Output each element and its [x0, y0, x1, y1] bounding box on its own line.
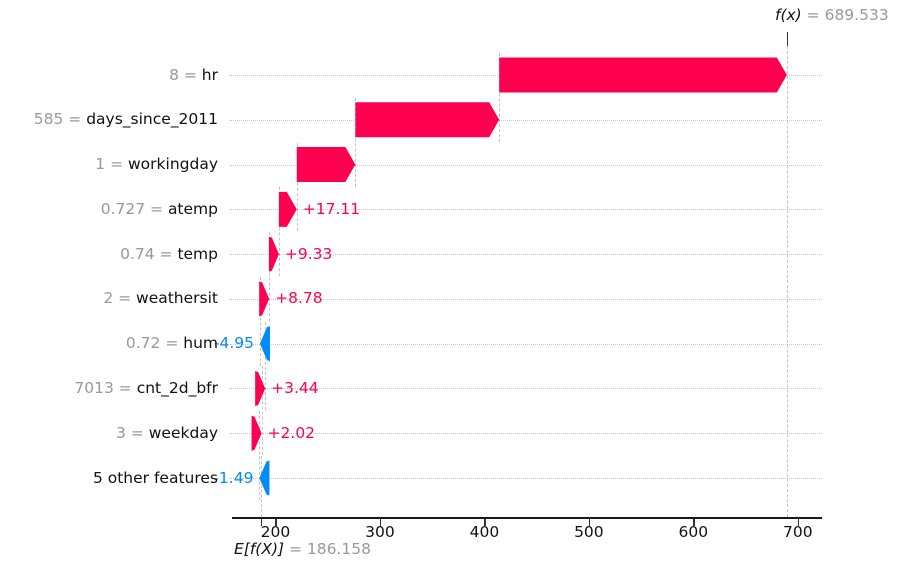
feature-name: temp: [177, 244, 218, 263]
step-connector-line: [259, 276, 261, 366]
x-tick-mark: [693, 518, 695, 526]
row-gridline: [230, 343, 822, 345]
feature-name: cnt_2d_bfr: [136, 378, 218, 397]
feature-value: 585 =: [33, 110, 87, 129]
step-connector-line: [296, 142, 298, 232]
step-connector-line: [259, 411, 261, 500]
feature-value: 3 =: [116, 423, 149, 442]
fx-label: f(x): [775, 6, 802, 24]
feature-value: 1 =: [95, 155, 128, 174]
fx-dashed-line: [786, 46, 788, 517]
feature-value: 8 =: [169, 65, 202, 84]
row-gridline: [230, 388, 822, 390]
x-tick-mark: [797, 518, 800, 526]
step-connector-line: [265, 321, 267, 411]
feature-name: workingday: [128, 155, 218, 174]
row-gridline: [230, 164, 822, 166]
feature-name: weekday: [148, 423, 218, 442]
feature-label: 5 other features: [93, 468, 218, 489]
feature-label: 2 = weathersit: [103, 288, 218, 309]
feature-name: days_since_2011: [86, 110, 218, 129]
step-connector-line: [261, 366, 263, 456]
fx-tick-mark: [787, 32, 789, 46]
x-tick-mark: [379, 518, 382, 526]
feature-label: 0.727 = atemp: [101, 199, 218, 220]
ef-value: = 186.158: [289, 540, 372, 558]
x-tick-label: 600: [678, 523, 709, 541]
feature-value: 0.72 =: [125, 334, 184, 353]
x-tick-label: 700: [783, 523, 813, 541]
feature-value: 2 =: [103, 289, 137, 308]
bar-value-label: -1.49: [213, 468, 254, 487]
feature-label: 0.72 = hum: [126, 333, 218, 354]
feature-label: 585 = days_since_2011: [34, 109, 218, 130]
row-gridline: [230, 119, 822, 121]
feature-name: atemp: [167, 199, 218, 218]
x-tick-label: 500: [574, 523, 604, 541]
feature-label: 8 = hr: [169, 65, 218, 86]
bar-value-label: +3.44: [271, 378, 319, 397]
x-tick-label: 200: [260, 523, 291, 541]
feature-label: 1 = workingday: [95, 154, 218, 175]
step-connector-line: [499, 53, 501, 142]
feature-value: 0.74 =: [120, 244, 178, 263]
feature-label: 3 = weekday: [116, 423, 218, 444]
x-tick-mark: [275, 518, 277, 526]
step-connector-line: [278, 187, 280, 277]
row-gridline: [230, 298, 822, 300]
feature-value: 7013 =: [74, 378, 137, 397]
bar-value-label: -4.95: [213, 334, 254, 353]
bar-value-label: +8.78: [275, 289, 323, 308]
bar-value-label: +2.02: [267, 423, 316, 442]
x-tick-mark: [588, 518, 591, 526]
step-connector-line: [355, 97, 357, 187]
ef-annotation: E[f(X)] = 186.158: [234, 539, 371, 560]
row-gridline: [230, 478, 822, 480]
x-axis-line: [232, 517, 822, 519]
feature-value: 0.727 =: [100, 199, 168, 218]
feature-name: hr: [201, 65, 218, 84]
row-gridline: [230, 209, 822, 211]
feature-name: 5 other features: [92, 468, 218, 487]
feature-label: 7013 = cnt_2d_bfr: [74, 378, 218, 399]
x-tick-label: 300: [365, 523, 395, 541]
bar-value-label: +17.11: [302, 199, 361, 218]
feature-label: 0.74 = temp: [120, 244, 218, 265]
bar-value-label: +9.33: [284, 244, 333, 263]
feature-name: weathersit: [136, 289, 218, 308]
base-value-tick-mark: [261, 518, 263, 526]
row-gridline: [230, 433, 822, 435]
fx-value: = 689.533: [806, 6, 889, 24]
row-gridline: [230, 254, 822, 256]
bar-value-label: +56.09: [297, 155, 355, 174]
x-tick-mark: [484, 518, 486, 526]
fx-annotation: f(x) = 689.533: [775, 5, 889, 26]
x-tick-label: 400: [469, 523, 500, 541]
bar-value-label: +275.38: [609, 65, 677, 84]
ef-label: E[f(X)]: [234, 540, 285, 558]
base-value-dashed-line: [261, 456, 262, 517]
bar-value-label: +137.66: [393, 110, 461, 129]
feature-name: hum: [183, 334, 218, 353]
step-connector-line: [269, 232, 271, 321]
